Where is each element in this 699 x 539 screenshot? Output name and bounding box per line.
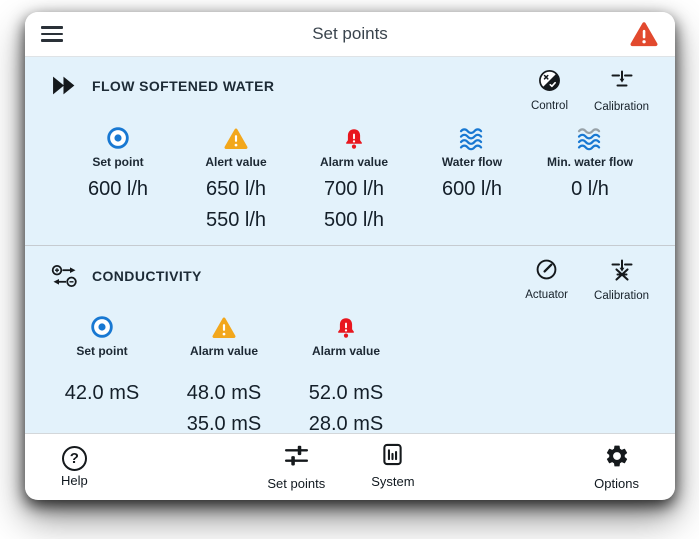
section-title: FLOW SOFTENED WATER [92,77,275,94]
tool-label: Calibration [594,101,649,113]
column-alert-value: Alert value 650 l/h 550 l/h [177,123,295,236]
calibration-button[interactable]: Calibration [594,258,649,302]
alert-triangle-icon [177,123,295,151]
actuator-gauge-icon [535,258,558,286]
tool-label: Control [530,100,569,112]
calibration-crossed-icon [610,258,634,287]
column-alarm-value-high: Alarm value 48.0 mS 35.0 mS [163,312,285,440]
content-area: FLOW SOFTENED WATER [25,57,675,435]
actuator-button[interactable]: Actuator [525,258,568,302]
page-title: Set points [312,24,388,43]
nav-item-help[interactable]: ? Help [61,445,88,488]
value: 35.0 mS [186,413,262,435]
warning-triangle-icon[interactable] [629,21,659,48]
app-window: Set points FLOW SOFTENED [25,12,675,500]
column-water-flow: Water flow 600 l/h [413,123,531,236]
tool-label: Calibration [594,290,649,302]
column-set-point: Set point 600 l/h [59,123,177,236]
control-icon [538,69,561,97]
nav-item-options[interactable]: Options [594,443,639,491]
set-point-icon [59,123,177,151]
value: 0 l/h [571,178,609,200]
value: 650 l/h [205,178,267,200]
flow-fast-forward-icon [51,75,78,96]
value: 600 l/h [441,178,503,200]
value: 600 l/h [87,178,149,200]
alarm-bell-icon [285,312,407,340]
header: Set points [25,12,675,57]
value: 500 l/h [323,209,385,231]
control-button[interactable]: Control [531,69,568,113]
value: 28.0 mS [308,413,384,435]
help-icon: ? [61,445,87,471]
nav-item-system[interactable]: System [371,442,415,491]
system-chart-icon [380,442,405,472]
column-set-point: Set point 42.0 mS [41,312,163,440]
column-min-water-flow: Min. water flow 0 l/h [531,123,649,236]
water-flow-icon [413,123,531,151]
value: 700 l/h [323,178,385,200]
calibration-icon [610,69,634,98]
tool-label: Actuator [525,289,569,301]
section-flow-softened-water: FLOW SOFTENED WATER [25,57,675,245]
alert-triangle-icon [163,312,285,340]
min-water-flow-icon [531,123,649,151]
set-point-icon [41,312,163,340]
column-alarm-value-critical: Alarm value 52.0 mS 28.0 mS [285,312,407,440]
sliders-icon [283,442,310,474]
section-title: CONDUCTIVITY [92,268,202,284]
column-alarm-value: Alarm value 700 l/h 500 l/h [295,123,413,236]
conductivity-ions-icon [51,264,78,288]
calibration-button[interactable]: Calibration [594,69,649,113]
value: 52.0 mS [308,382,384,404]
nav-item-set-points[interactable]: Set points [267,442,325,491]
value: 48.0 mS [186,382,262,404]
gear-icon [604,443,630,474]
hamburger-menu-icon[interactable] [41,26,63,42]
section-conductivity: CONDUCTIVITY Actuator [25,245,675,435]
alarm-bell-icon [295,123,413,151]
value: 550 l/h [205,209,267,231]
value: 42.0 mS [64,382,140,404]
bottom-nav: ? Help Set points [25,433,675,499]
